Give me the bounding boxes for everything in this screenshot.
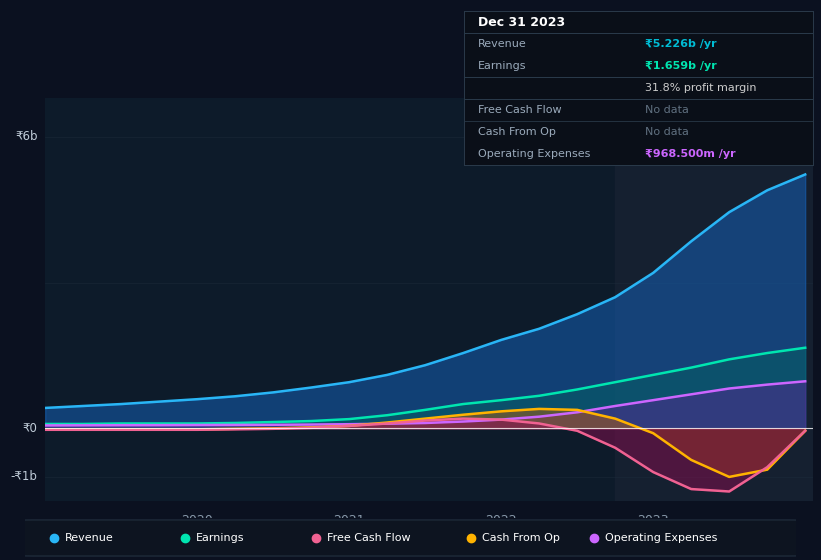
Text: Operating Expenses: Operating Expenses [605,533,718,543]
Text: 31.8% profit margin: 31.8% profit margin [645,83,757,93]
Text: Dec 31 2023: Dec 31 2023 [478,16,565,29]
Text: Revenue: Revenue [478,39,526,49]
Text: ₹6b: ₹6b [15,130,38,143]
Text: Operating Expenses: Operating Expenses [478,149,590,159]
Text: -₹1b: -₹1b [11,470,38,483]
Text: Earnings: Earnings [196,533,245,543]
Text: ₹968.500m /yr: ₹968.500m /yr [645,149,736,159]
Text: Cash From Op: Cash From Op [481,533,559,543]
Text: ₹0: ₹0 [23,422,38,435]
Text: Revenue: Revenue [65,533,113,543]
Text: ₹1.659b /yr: ₹1.659b /yr [645,61,717,71]
Bar [615,98,813,501]
Text: Free Cash Flow: Free Cash Flow [327,533,410,543]
Text: No data: No data [645,127,689,137]
Text: Cash From Op: Cash From Op [478,127,556,137]
Text: ₹5.226b /yr: ₹5.226b /yr [645,39,717,49]
Text: No data: No data [645,105,689,115]
FancyBboxPatch shape [17,520,804,556]
Text: Free Cash Flow: Free Cash Flow [478,105,562,115]
Text: Earnings: Earnings [478,61,526,71]
